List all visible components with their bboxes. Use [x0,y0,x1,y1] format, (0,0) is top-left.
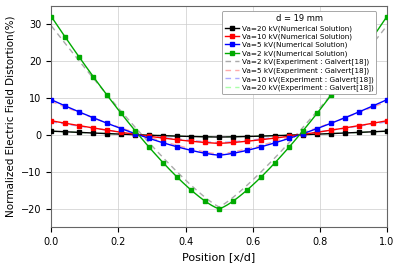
Va=10 kV(Experiment : Galvert[18]): (0.599, -1.38): Galvert[18]): (0.599, -1.38) [250,138,254,142]
Va=10 kV(Experiment : Galvert[18]): (0.91, 2.25): Galvert[18]): (0.91, 2.25) [354,125,359,128]
Va=2 kV(Experiment : Galvert[18]): (0.595, -12.6): Galvert[18]): (0.595, -12.6) [249,180,254,183]
Va=2 kV(Experiment : Galvert[18]): (0.846, 12.2): Galvert[18]): (0.846, 12.2) [333,88,338,91]
Va=2 kV(Experiment : Galvert[18]): (0, 29.5): Galvert[18]): (0, 29.5) [49,24,54,28]
Va=5 kV(Experiment : Galvert[18]): (0.91, 5.77): Galvert[18]): (0.91, 5.77) [354,112,359,115]
Va=10 kV(Experiment : Galvert[18]): (1, 3.5): Galvert[18]): (1, 3.5) [384,120,389,124]
Va=2 kV(Experiment : Galvert[18]): (0.615, -10.9): Galvert[18]): (0.615, -10.9) [255,173,260,177]
Va=10 kV(Experiment : Galvert[18]): (0.00334, 3.45): Galvert[18]): (0.00334, 3.45) [50,121,55,124]
Legend: Va=20 kV(Numerical Solution), Va=10 kV(Numerical Solution), Va=5 kV(Numerical So: Va=20 kV(Numerical Solution), Va=10 kV(N… [222,11,376,94]
Va=5 kV(Experiment : Galvert[18]): (0.615, -3.07): Galvert[18]): (0.615, -3.07) [255,144,260,148]
Va=10 kV(Experiment : Galvert[18]): (0.595, -1.41): Galvert[18]): (0.595, -1.41) [249,139,254,142]
Va=20 kV(Experiment : Galvert[18]): (0.498, -0.549): Galvert[18]): (0.498, -0.549) [216,135,221,139]
Line: Va=2 kV(Experiment : Galvert[18]): Va=2 kV(Experiment : Galvert[18]) [51,26,387,207]
Va=2 kV(Experiment : Galvert[18]): (0.91, 19.2): Galvert[18]): (0.91, 19.2) [354,62,359,66]
Va=10 kV(Experiment : Galvert[18]): (0.498, -2.1): Galvert[18]): (0.498, -2.1) [216,141,221,144]
Va=5 kV(Experiment : Galvert[18]): (0.599, -3.46): Galvert[18]): (0.599, -3.46) [250,146,254,149]
Va=5 kV(Experiment : Galvert[18]): (0.595, -3.54): Galvert[18]): (0.595, -3.54) [249,146,254,150]
Va=5 kV(Experiment : Galvert[18]): (0, 9): Galvert[18]): (0, 9) [49,100,54,103]
Va=2 kV(Experiment : Galvert[18]): (1, 29.5): Galvert[18]): (1, 29.5) [384,24,389,28]
Y-axis label: Normalized Electric Field Distortion(%): Normalized Electric Field Distortion(%) [6,16,16,217]
Va=2 kV(Experiment : Galvert[18]): (0.599, -12.4): Galvert[18]): (0.599, -12.4) [250,179,254,182]
Va=20 kV(Experiment : Galvert[18]): (0.595, -0.374): Galvert[18]): (0.595, -0.374) [249,135,254,138]
Va=20 kV(Experiment : Galvert[18]): (0.615, -0.324): Galvert[18]): (0.615, -0.324) [255,135,260,138]
Va=5 kV(Experiment : Galvert[18]): (1, 9): Galvert[18]): (1, 9) [384,100,389,103]
X-axis label: Position [x/d]: Position [x/d] [182,252,256,262]
Line: Va=10 kV(Experiment : Galvert[18]): Va=10 kV(Experiment : Galvert[18]) [51,122,387,143]
Va=5 kV(Experiment : Galvert[18]): (0.00334, 8.88): Galvert[18]): (0.00334, 8.88) [50,100,55,104]
Va=20 kV(Experiment : Galvert[18]): (0.599, -0.366): Galvert[18]): (0.599, -0.366) [250,135,254,138]
Va=10 kV(Experiment : Galvert[18]): (0.615, -1.22): Galvert[18]): (0.615, -1.22) [255,138,260,141]
Va=20 kV(Experiment : Galvert[18]): (0, 0.95): Galvert[18]): (0, 0.95) [49,130,54,133]
Va=20 kV(Experiment : Galvert[18]): (0.91, 0.61): Galvert[18]): (0.91, 0.61) [354,131,359,134]
Va=2 kV(Experiment : Galvert[18]): (0.00334, 29.1): Galvert[18]): (0.00334, 29.1) [50,26,55,29]
Va=5 kV(Experiment : Galvert[18]): (0.498, -5.19): Galvert[18]): (0.498, -5.19) [216,152,221,156]
Va=20 kV(Experiment : Galvert[18]): (1, 0.95): Galvert[18]): (1, 0.95) [384,130,389,133]
Va=2 kV(Experiment : Galvert[18]): (0.498, -19.4): Galvert[18]): (0.498, -19.4) [216,205,221,208]
Line: Va=5 kV(Experiment : Galvert[18]): Va=5 kV(Experiment : Galvert[18]) [51,102,387,154]
Line: Va=20 kV(Experiment : Galvert[18]): Va=20 kV(Experiment : Galvert[18]) [51,131,387,137]
Va=20 kV(Experiment : Galvert[18]): (0.846, 0.383): Galvert[18]): (0.846, 0.383) [333,132,338,135]
Va=5 kV(Experiment : Galvert[18]): (0.846, 3.62): Galvert[18]): (0.846, 3.62) [333,120,338,123]
Va=10 kV(Experiment : Galvert[18]): (0.846, 1.42): Galvert[18]): (0.846, 1.42) [333,128,338,131]
Va=10 kV(Experiment : Galvert[18]): (0, 3.5): Galvert[18]): (0, 3.5) [49,120,54,124]
Va=20 kV(Experiment : Galvert[18]): (0.00334, 0.937): Galvert[18]): (0.00334, 0.937) [50,130,55,133]
